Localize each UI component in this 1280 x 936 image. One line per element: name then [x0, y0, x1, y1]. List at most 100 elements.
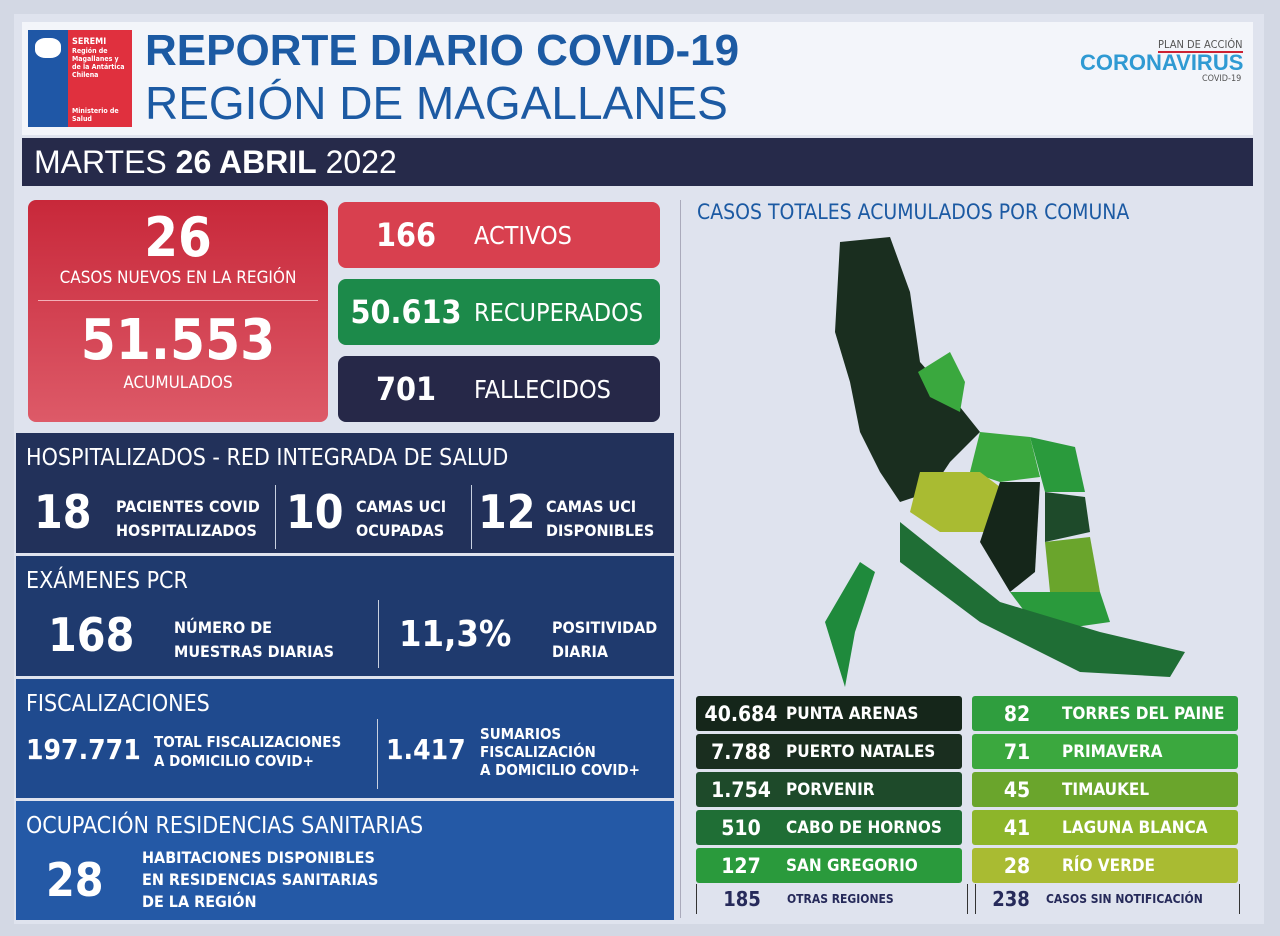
coronavirus-label: CORONAVIRUS	[1080, 50, 1244, 75]
deceased-value: 701	[375, 370, 437, 408]
fiscal-total-l1: TOTAL FISCALIZACIONES	[154, 733, 342, 751]
fiscal-sum-l3: A DOMICILIO COVID+	[480, 761, 640, 779]
map-title: CASOS TOTALES ACUMULADOS POR COMUNA	[697, 200, 1130, 224]
fiscal-total: 197.771	[26, 733, 141, 766]
uci-occupied-l1: CAMAS UCI	[356, 497, 447, 516]
legend-item: 127 SAN GREGORIO	[696, 848, 962, 883]
legend-name: PUERTO NATALES	[786, 741, 936, 762]
legend-value: 1.754	[711, 777, 771, 802]
residencias-section: OCUPACIÓN RESIDENCIAS SANITARIAS 28 HABI…	[16, 801, 674, 920]
recovered-value: 50.613	[350, 293, 462, 331]
other-regions-value: 185	[723, 887, 761, 911]
recovered-box: 50.613 RECUPERADOS	[338, 279, 660, 345]
day-month: 26 ABRIL	[175, 144, 317, 180]
map-puerto-natales	[835, 237, 980, 502]
map-cabo-de-hornos	[900, 522, 1185, 677]
map-punta-arenas	[980, 482, 1040, 592]
title-line1: REPORTE DIARIO COVID-19	[145, 26, 740, 75]
legend-item: 82 TORRES DEL PAINE	[972, 696, 1238, 731]
active-label: ACTIVOS	[474, 220, 572, 250]
no-notification-label: CASOS SIN NOTIFICACIÓN	[1046, 892, 1203, 906]
legend-name: PORVENIR	[786, 779, 875, 800]
residencias-title: OCUPACIÓN RESIDENCIAS SANITARIAS	[26, 813, 424, 839]
fiscal-sumarios: 1.417	[386, 733, 466, 766]
year: 2022	[325, 144, 397, 180]
pcr-samples-l2: MUESTRAS DIARIAS	[174, 642, 335, 661]
coat-of-arms-icon	[35, 38, 61, 58]
residencias-l2: EN RESIDENCIAS SANITARIAS	[142, 870, 379, 889]
deceased-label: FALLECIDOS	[474, 374, 611, 404]
fiscal-sum-l1: SUMARIOS	[480, 725, 562, 743]
map-antarctic-island	[825, 562, 875, 687]
legend-right: 82 TORRES DEL PAINE 71 PRIMAVERA 45 TIMAUKEL 4…	[972, 696, 1238, 886]
legend-name: CABO DE HORNOS	[786, 817, 942, 838]
legend-item: 510 CABO DE HORNOS	[696, 810, 962, 845]
weekday: MARTES	[34, 144, 167, 180]
hospital-patients-l2: HOSPITALIZADOS	[116, 521, 257, 540]
legend-value: 28	[1003, 853, 1031, 878]
recovered-label: RECUPERADOS	[474, 297, 644, 327]
seremi-logo: SEREMI Región de Magallanes y de la Antár…	[28, 30, 132, 127]
fiscal-sum-l2: FISCALIZACIÓN	[480, 743, 596, 761]
hospital-patients: 18	[34, 485, 92, 539]
fiscal-total-l2: A DOMICILIO COVID+	[154, 752, 314, 770]
uci-available-l2: DISPONIBLES	[546, 521, 655, 540]
legend-name: LAGUNA BLANCA	[1062, 817, 1208, 838]
pcr-title: EXÁMENES PCR	[26, 568, 188, 594]
fiscal-title: FISCALIZACIONES	[26, 691, 210, 717]
legend-value: 82	[1003, 701, 1031, 726]
covid-label: COVID-19	[1202, 74, 1242, 84]
uci-available-l1: CAMAS UCI	[546, 497, 637, 516]
cases-box: 26 CASOS NUEVOS EN LA REGIÓN 51.553 ACUM…	[28, 200, 328, 422]
map-rio-verde	[910, 472, 1000, 532]
hospital-section: HOSPITALIZADOS - RED INTEGRADA DE SALUD …	[16, 433, 674, 553]
legend-item: 71 PRIMAVERA	[972, 734, 1238, 769]
map-primavera	[1045, 492, 1090, 542]
legend-item: 7.788 PUERTO NATALES	[696, 734, 962, 769]
cumulative: 51.553	[80, 308, 276, 373]
legend-value: 127	[721, 853, 761, 878]
legend-item: 40.684 PUNTA ARENAS	[696, 696, 962, 731]
header	[22, 22, 1253, 135]
no-notification-value: 238	[992, 887, 1030, 911]
legend-item: 28 RÍO VERDE	[972, 848, 1238, 883]
fiscal-section: FISCALIZACIONES 197.771 TOTAL FISCALIZAC…	[16, 679, 674, 798]
no-notification: 238 CASOS SIN NOTIFICACIÓN	[975, 884, 1240, 914]
uci-available: 12	[478, 485, 536, 539]
legend-value: 71	[1003, 739, 1031, 764]
plan-label: PLAN DE ACCIÓN	[1158, 38, 1243, 53]
uci-occupied: 10	[286, 485, 344, 539]
legend-value: 7.788	[711, 739, 771, 764]
hospital-title: HOSPITALIZADOS - RED INTEGRADA DE SALUD	[26, 445, 509, 471]
residencias-l3: DE LA REGIÓN	[142, 892, 257, 911]
logo-region: Región de Magallanes y de la Antártica C…	[72, 47, 125, 79]
hospital-patients-l1: PACIENTES COVID	[116, 497, 260, 516]
date-bar: MARTES 26 ABRIL 2022	[22, 138, 1253, 186]
legend-value: 510	[721, 815, 761, 840]
new-cases: 26	[144, 206, 212, 269]
pcr-samples-l1: NÚMERO DE	[174, 618, 273, 637]
residencias-value: 28	[46, 853, 104, 907]
new-cases-label: CASOS NUEVOS EN LA REGIÓN	[59, 268, 297, 288]
pcr-positivity: 11,3%	[399, 614, 512, 655]
other-regions: 185 OTRAS REGIONES	[696, 884, 968, 914]
legend-item: 1.754 PORVENIR	[696, 772, 962, 807]
legend-item: 41 LAGUNA BLANCA	[972, 810, 1238, 845]
other-regions-label: OTRAS REGIONES	[787, 892, 894, 906]
legend-name: SAN GREGORIO	[786, 855, 918, 876]
map-torres-del-paine	[918, 352, 965, 412]
magallanes-map	[825, 237, 1185, 687]
map-san-gregorio	[1030, 437, 1085, 492]
legend-value: 41	[1003, 815, 1031, 840]
pcr-positivity-l1: POSITIVIDAD	[552, 618, 658, 637]
residencias-l1: HABITACIONES DISPONIBLES	[142, 848, 375, 867]
legend-item: 45 TIMAUKEL	[972, 772, 1238, 807]
active-box: 166 ACTIVOS	[338, 202, 660, 268]
uci-occupied-l2: OCUPADAS	[356, 521, 445, 540]
legend-name: PUNTA ARENAS	[786, 703, 919, 724]
legend-name: TORRES DEL PAINE	[1062, 703, 1225, 724]
logo-ministry: Ministerio de Salud	[72, 107, 119, 123]
pcr-section: EXÁMENES PCR 168 NÚMERO DE MUESTRAS DIARI…	[16, 556, 674, 676]
pcr-positivity-l2: DIARIA	[552, 642, 609, 661]
legend-left: 40.684 PUNTA ARENAS 7.788 PUERTO NATALES 1.7…	[696, 696, 962, 886]
